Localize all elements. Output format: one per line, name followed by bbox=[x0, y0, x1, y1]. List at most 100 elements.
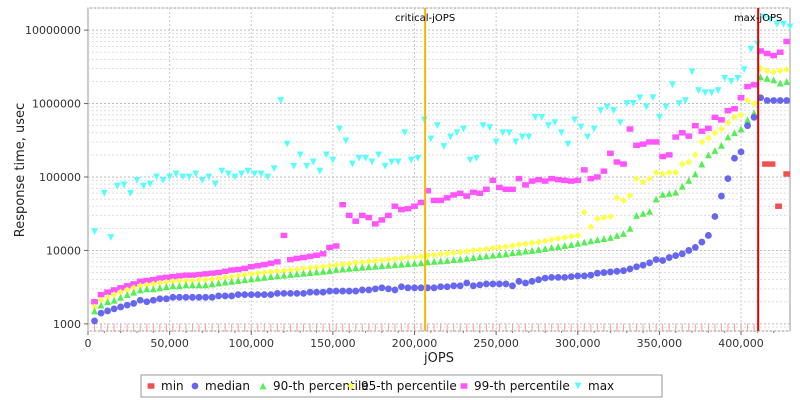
data-point bbox=[388, 158, 396, 166]
data-point bbox=[384, 212, 392, 219]
data-point bbox=[149, 276, 157, 283]
data-point bbox=[587, 175, 595, 182]
data-point bbox=[613, 267, 621, 275]
data-point bbox=[770, 68, 778, 76]
data-point bbox=[509, 186, 516, 193]
data-point bbox=[136, 282, 144, 290]
data-point bbox=[411, 203, 418, 209]
data-point bbox=[391, 255, 399, 263]
data-point bbox=[352, 259, 360, 267]
data-point bbox=[535, 176, 542, 183]
baseline-ticks bbox=[94, 323, 755, 332]
data-point bbox=[786, 23, 794, 31]
data-point bbox=[685, 176, 693, 184]
legend-item: 90-th percentile bbox=[259, 379, 369, 393]
data-point bbox=[270, 165, 278, 173]
data-point bbox=[202, 293, 209, 301]
series-min bbox=[762, 161, 791, 209]
x-axis-title: jOPS bbox=[423, 351, 454, 366]
data-point bbox=[149, 280, 157, 288]
data-point bbox=[763, 75, 771, 82]
data-point bbox=[724, 175, 732, 183]
data-point bbox=[512, 138, 520, 146]
data-point bbox=[711, 213, 719, 220]
data-point bbox=[548, 175, 556, 182]
y-tick-label: 1000000 bbox=[32, 98, 81, 111]
data-point bbox=[450, 192, 458, 198]
data-point bbox=[597, 107, 605, 115]
data-point bbox=[260, 269, 268, 276]
data-point bbox=[593, 236, 601, 244]
data-point bbox=[339, 287, 347, 295]
data-point bbox=[371, 262, 379, 270]
reference-line-label: max-jOPS bbox=[734, 13, 782, 24]
data-point bbox=[659, 153, 667, 160]
data-point bbox=[466, 156, 474, 164]
data-point bbox=[202, 281, 209, 289]
data-point bbox=[574, 177, 582, 184]
data-point bbox=[698, 160, 706, 168]
data-point bbox=[718, 117, 725, 123]
data-point bbox=[189, 272, 196, 278]
data-point bbox=[130, 288, 138, 296]
data-point bbox=[443, 257, 451, 264]
data-point bbox=[691, 170, 699, 178]
data-point bbox=[156, 284, 164, 292]
data-point bbox=[783, 66, 791, 73]
data-point bbox=[391, 261, 399, 269]
data-point bbox=[672, 134, 680, 140]
data-point bbox=[780, 20, 787, 28]
axes: 0 50,000 100,000 150,000 200,000 250,000 300,0… bbox=[25, 24, 775, 350]
data-point bbox=[110, 305, 118, 313]
data-point bbox=[398, 206, 405, 213]
y-tick-label: 10000000 bbox=[25, 24, 81, 37]
data-point bbox=[554, 235, 562, 242]
data-point bbox=[417, 259, 425, 267]
data-point bbox=[107, 234, 115, 241]
data-point bbox=[776, 49, 784, 55]
data-point bbox=[97, 296, 105, 304]
data-point bbox=[228, 267, 236, 273]
data-point bbox=[117, 293, 125, 301]
series-99-th-percentile bbox=[91, 38, 791, 305]
data-point bbox=[332, 261, 340, 269]
data-point bbox=[714, 87, 722, 95]
data-point bbox=[633, 211, 640, 219]
data-point bbox=[744, 97, 751, 104]
data-point bbox=[143, 277, 151, 284]
data-point bbox=[613, 232, 621, 239]
data-point bbox=[176, 273, 183, 279]
data-point bbox=[708, 89, 716, 97]
data-point bbox=[463, 193, 471, 199]
data-point bbox=[153, 173, 160, 181]
data-point bbox=[358, 212, 366, 219]
legend-box bbox=[140, 374, 663, 398]
data-point bbox=[711, 129, 719, 137]
data-point bbox=[430, 251, 438, 259]
x-tick-label: 350,000 bbox=[637, 337, 683, 350]
data-point bbox=[473, 154, 480, 162]
data-point bbox=[91, 228, 98, 236]
legend-item: 95-th percentile bbox=[347, 379, 457, 393]
data-point bbox=[179, 173, 187, 181]
data-point bbox=[326, 267, 334, 275]
data-point bbox=[482, 186, 490, 193]
data-point bbox=[182, 277, 190, 284]
data-point bbox=[757, 48, 765, 54]
data-point bbox=[776, 97, 784, 104]
data-point bbox=[156, 295, 164, 303]
data-point bbox=[130, 300, 138, 307]
legend-label: median bbox=[205, 379, 250, 393]
data-point bbox=[607, 234, 614, 241]
data-point bbox=[189, 281, 196, 289]
data-point bbox=[251, 170, 258, 178]
data-point bbox=[633, 142, 640, 149]
data-point bbox=[290, 162, 298, 170]
data-point bbox=[123, 283, 131, 289]
data-point bbox=[296, 151, 304, 159]
data-point bbox=[306, 288, 314, 296]
data-point bbox=[659, 257, 667, 264]
data-point bbox=[358, 258, 366, 266]
data-point bbox=[123, 301, 131, 309]
